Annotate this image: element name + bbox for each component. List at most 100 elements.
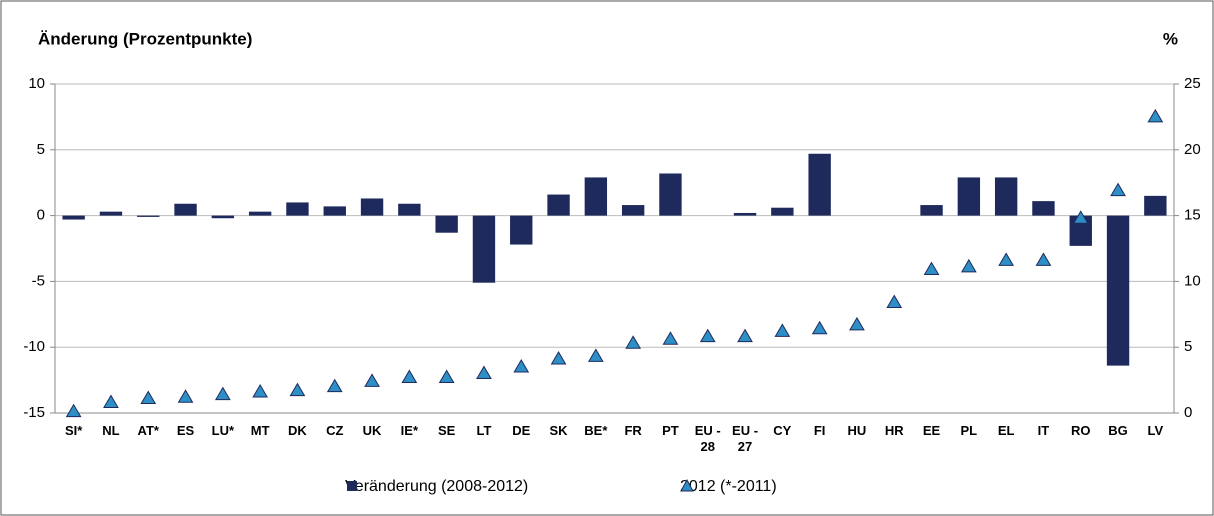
y2-tick-label: 0	[1184, 404, 1192, 421]
x-tick-label: ES	[176, 423, 195, 438]
x-tick-label: CY	[773, 423, 792, 438]
y2-tick-label: 25	[1184, 75, 1201, 92]
triangle-marker	[364, 373, 380, 387]
y-tick-label: 10	[28, 75, 45, 92]
x-tick-label: BG	[1108, 423, 1128, 438]
triangle-marker	[177, 389, 194, 403]
bar	[1144, 195, 1167, 216]
x-tick-label: UK	[362, 423, 382, 438]
x-tick-label: IT	[1037, 423, 1050, 438]
x-tick-label: RO	[1070, 423, 1091, 438]
x-tick-label: FI	[813, 423, 826, 438]
x-tick-label: BE*	[584, 423, 608, 438]
y-tick-label: -10	[23, 338, 45, 355]
bar	[360, 198, 384, 216]
triangle-marker	[737, 328, 753, 343]
triangle-marker	[214, 386, 231, 401]
x-tick-label: MT	[250, 423, 270, 438]
y2-tick-label: 5	[1184, 338, 1192, 355]
x-tick-label: LT	[476, 423, 492, 438]
legend-label: Veränderung (2008-2012)	[345, 478, 529, 495]
triangle-marker	[923, 261, 940, 276]
bar	[771, 207, 794, 216]
triangle-marker	[699, 328, 716, 343]
triangle-marker	[1035, 252, 1052, 266]
y-tick-label: 0	[37, 207, 45, 224]
bar	[547, 194, 570, 216]
x-tick-label: SE	[437, 423, 456, 438]
legend-item: 2012 (*-2011)	[680, 478, 777, 496]
bar	[733, 212, 757, 216]
bar	[621, 205, 645, 216]
triangle-marker	[662, 331, 679, 345]
x-tick-label: DK	[288, 423, 307, 438]
triangle-marker	[1072, 210, 1089, 224]
x-tick-label: EU - 28	[694, 423, 721, 454]
triangle-marker	[513, 358, 530, 373]
y2-axis-label: %	[1163, 29, 1178, 48]
bar	[323, 206, 346, 216]
triangle-marker	[1110, 182, 1126, 197]
triangle-marker	[401, 369, 418, 383]
triangle-marker	[103, 394, 119, 408]
bar	[286, 202, 309, 216]
bar	[211, 215, 235, 219]
bar	[510, 215, 533, 245]
triangle-marker	[849, 316, 865, 331]
triangle-marker	[625, 335, 642, 349]
legend-symbol	[347, 481, 357, 491]
triangle-marker	[1147, 108, 1164, 123]
x-tick-label: CZ	[326, 423, 344, 438]
legend-symbol	[680, 478, 694, 492]
triangle-marker	[774, 323, 791, 337]
x-tick-label: AT*	[137, 423, 159, 438]
x-tick-label: FR	[624, 423, 642, 438]
triangle-marker	[886, 294, 903, 308]
bar	[584, 177, 608, 216]
legend-item: Veränderung (2008-2012)	[345, 478, 528, 496]
x-tick-label: NL	[102, 423, 120, 438]
triangle-marker	[476, 365, 492, 380]
bar	[920, 205, 943, 216]
bar	[957, 177, 981, 216]
bar	[994, 177, 1018, 216]
y-tick-label: -15	[23, 404, 45, 421]
y-tick-label: 5	[37, 141, 45, 158]
x-tick-label: HR	[884, 423, 904, 438]
bar	[808, 153, 831, 216]
bar	[248, 211, 272, 216]
x-tick-label: DE	[512, 423, 531, 438]
y2-tick-label: 15	[1184, 207, 1201, 224]
bar	[435, 215, 458, 233]
x-tick-label: PL	[960, 423, 978, 438]
y2-tick-label: 20	[1184, 141, 1201, 158]
x-tick-label: EE	[922, 423, 941, 438]
bar	[659, 173, 682, 216]
x-tick-label: SI*	[64, 423, 83, 438]
x-tick-label: PT	[662, 423, 679, 438]
triangle-marker	[140, 390, 157, 405]
triangle-marker	[960, 258, 977, 273]
y2-tick-label: 10	[1184, 272, 1201, 289]
bar	[1106, 215, 1130, 366]
triangle-marker	[65, 403, 82, 418]
legend-marker	[680, 478, 694, 492]
triangle-marker	[438, 369, 455, 383]
x-tick-label: LU*	[211, 423, 235, 438]
bar	[174, 203, 197, 216]
triangle-marker	[326, 378, 343, 393]
bar	[137, 215, 160, 217]
triangle-marker	[289, 382, 306, 397]
y-tick-label: -5	[32, 272, 45, 289]
x-tick-label: EL	[997, 423, 1015, 438]
bar	[398, 203, 421, 216]
triangle-marker	[252, 383, 269, 398]
x-tick-label: HU	[847, 423, 867, 438]
bar	[1032, 201, 1055, 216]
triangle-marker	[587, 348, 604, 362]
bar	[472, 215, 496, 283]
chart-title: Änderung (Prozentpunkte)	[38, 29, 252, 48]
